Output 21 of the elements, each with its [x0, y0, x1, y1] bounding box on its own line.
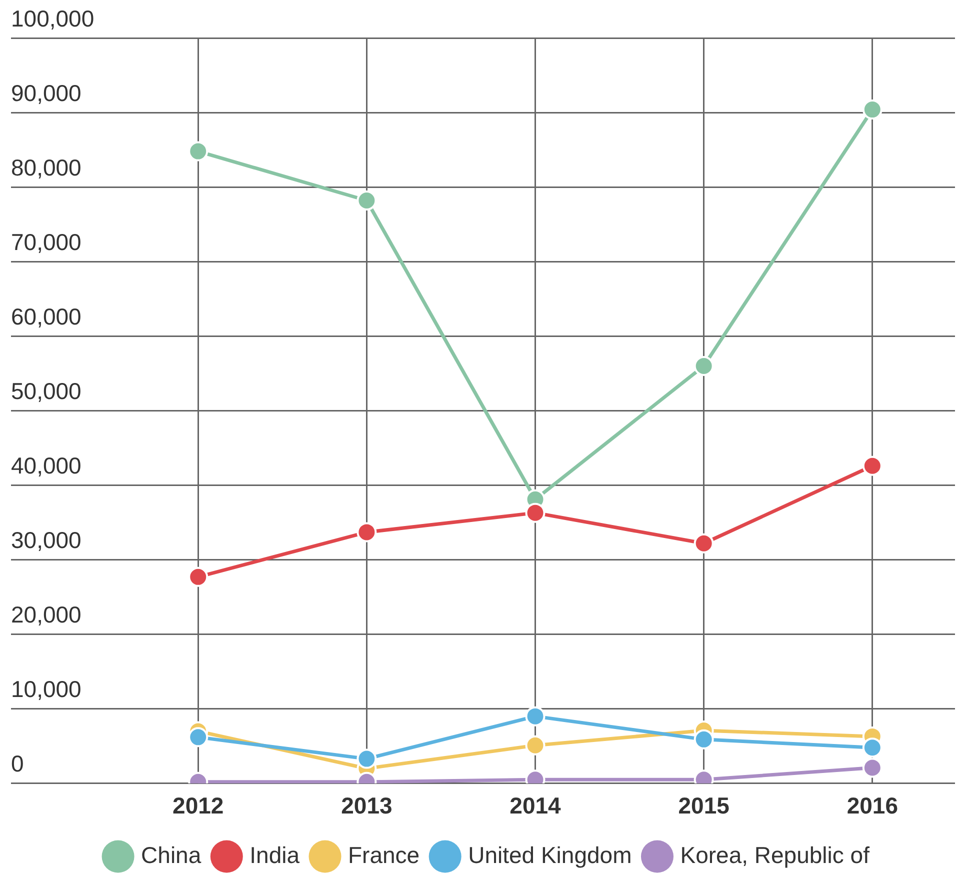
y-tick-label: 80,000 [11, 154, 82, 180]
legend-label: Korea, Republic of [680, 842, 870, 868]
legend-label: India [250, 842, 300, 868]
y-tick-label: 40,000 [11, 452, 82, 479]
x-tick-label: 2012 [172, 792, 224, 819]
y-tick-label: 10,000 [11, 676, 82, 702]
y-tick-label: 90,000 [11, 80, 82, 106]
x-tick-label: 2014 [510, 792, 562, 819]
x-tick-label: 2016 [846, 792, 898, 819]
legend-label: China [141, 842, 202, 868]
y-tick-label: 50,000 [11, 378, 82, 404]
y-tick-label: 100,000 [11, 5, 94, 32]
y-tick-label: 20,000 [11, 602, 82, 628]
y-tick-label: 70,000 [11, 228, 82, 255]
x-tick-label: 2013 [341, 792, 392, 819]
legend-label: United Kingdom [468, 842, 632, 868]
legend-label: France [348, 842, 420, 868]
y-tick-label: 30,000 [11, 527, 82, 554]
x-tick-label: 2015 [678, 792, 730, 819]
y-tick-label: 60,000 [11, 304, 82, 330]
y-tick-label: 0 [11, 750, 24, 777]
